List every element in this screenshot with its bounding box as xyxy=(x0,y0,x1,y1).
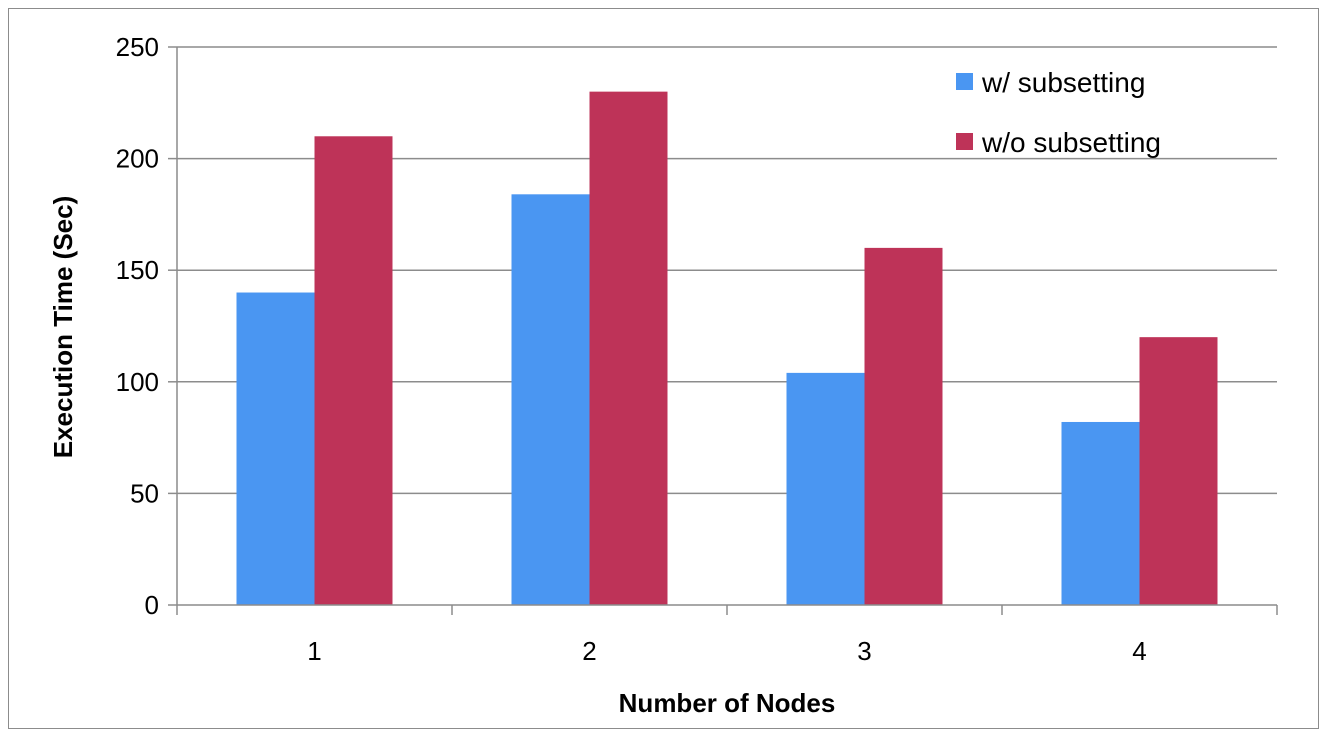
bar-wo-subsetting-1 xyxy=(314,136,393,605)
y-tick-label: 250 xyxy=(116,32,159,62)
x-tick-label: 4 xyxy=(1132,636,1146,666)
bar-w-subsetting-2 xyxy=(511,194,590,605)
x-tick-label: 2 xyxy=(582,636,596,666)
y-tick-label: 0 xyxy=(145,590,159,620)
x-tick-label: 3 xyxy=(857,636,871,666)
legend-swatch-wo-subsetting xyxy=(956,133,973,150)
legend-label-wo-subsetting: w/o subsetting xyxy=(981,127,1161,158)
y-axis-title: Execution Time (Sec) xyxy=(48,196,78,459)
legend-swatch-w-subsetting xyxy=(956,73,973,90)
y-tick-label: 50 xyxy=(130,478,159,508)
x-tick-labels: 1 2 3 4 xyxy=(307,636,1146,666)
y-tick-label: 100 xyxy=(116,367,159,397)
bar-w-subsetting-3 xyxy=(786,372,865,605)
y-tick-labels: 0 50 100 150 200 250 xyxy=(116,32,159,620)
bar-wo-subsetting-3 xyxy=(864,247,943,605)
bars xyxy=(236,91,1218,605)
bar-w-subsetting-4 xyxy=(1061,421,1140,605)
y-tick-label: 150 xyxy=(116,255,159,285)
x-axis-title: Number of Nodes xyxy=(619,688,836,718)
legend-label-w-subsetting: w/ subsetting xyxy=(981,67,1145,98)
legend: w/ subsetting w/o subsetting xyxy=(956,67,1161,158)
bar-wo-subsetting-2 xyxy=(589,91,668,605)
y-tick-label: 200 xyxy=(116,144,159,174)
x-tick-label: 1 xyxy=(307,636,321,666)
bar-w-subsetting-1 xyxy=(236,292,315,605)
bar-wo-subsetting-4 xyxy=(1139,337,1218,605)
axes xyxy=(168,46,1278,615)
